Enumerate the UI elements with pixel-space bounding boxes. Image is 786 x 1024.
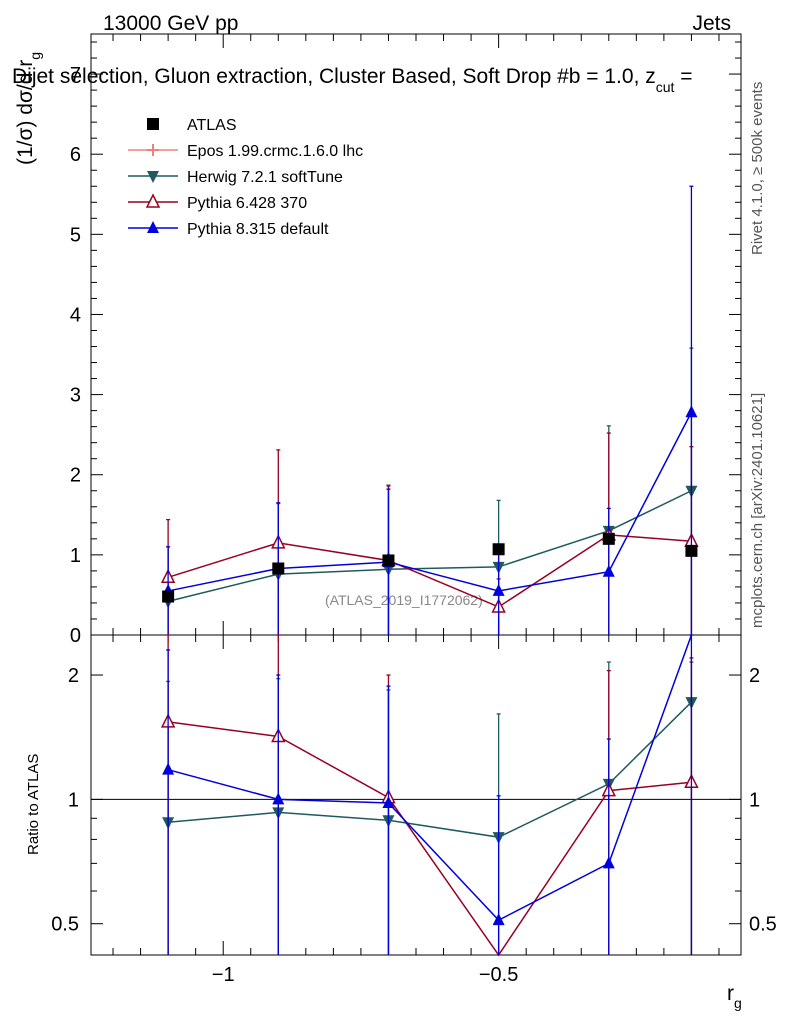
ratio-y-tick-label: 2 [68, 665, 79, 687]
main-y-tick-label: 5 [70, 224, 81, 246]
main-herwig-line [167, 490, 692, 603]
legend-label-atlas: ATLAS [187, 117, 237, 134]
ratio-pythia6-series [160, 634, 699, 957]
mcplots-label: mcplots.cern.ch [arXiv:2401.10621] [749, 393, 766, 628]
main-atlas-point [492, 543, 505, 556]
plot-title-sub: cut [656, 79, 675, 95]
main-y-axis-label-sub: g [27, 52, 43, 60]
x-axis-label: rg [727, 982, 742, 1011]
energy-label: 13000 GeV pp [103, 12, 238, 35]
ratio-pythia8-point [162, 762, 175, 775]
ratio-y-tick-label-right: 1 [749, 789, 760, 811]
ratio-pythia8-point [492, 913, 505, 926]
ratio-pythia8-point [382, 796, 395, 809]
process-label: Jets [692, 12, 731, 35]
x-tick-label: −1 [212, 964, 235, 986]
main-atlas-point [162, 590, 175, 603]
legend-marker-herwig [147, 171, 159, 183]
main-atlas-point [382, 554, 395, 567]
legend-label-herwig: Herwig 7.2.1 softTune [187, 169, 343, 186]
main-pythia6-line [167, 534, 692, 608]
main-y-tick-label: 6 [70, 144, 81, 166]
rivet-label: Rivet 4.1.0, ≥ 500k events [749, 82, 766, 255]
ratio-y-tick-label: 1 [68, 789, 79, 811]
main-atlas-point [272, 562, 285, 575]
main-y-tick-label: 0 [70, 625, 81, 647]
main-pythia8-point [492, 583, 505, 596]
main-y-tick-label: 2 [70, 465, 81, 487]
ratio-herwig-line [168, 701, 692, 838]
ratio-pythia8-point [272, 792, 285, 805]
ratio-pythia8-line [167, 634, 693, 922]
main-series [160, 185, 699, 635]
plot-title-tail: = [674, 65, 692, 88]
main-pythia8-line [167, 411, 693, 592]
main-atlas-point [685, 544, 698, 557]
legend-label-epos: Epos 1.99.crmc.1.6.0 lhc [187, 143, 363, 160]
plot-title: Dijet selection, Gluon extraction, Clust… [12, 65, 693, 95]
ratio-y-axis-label: Ratio to ATLAS [25, 754, 42, 855]
legend-marker-pythia6 [145, 193, 161, 208]
legend-marker-pythia8 [147, 221, 159, 233]
main-y-tick-label: 3 [70, 385, 81, 407]
ratio-y-tick-label: 0.5 [51, 914, 79, 936]
legend-marker-atlas [147, 118, 159, 130]
main-axis-ticks: 0 1 2 3 4 5 6 7 −1 −0.5 [70, 34, 741, 986]
main-y-tick-label: 4 [70, 304, 81, 326]
main-y-tick-label: 7 [70, 64, 81, 86]
main-y-tick-label: 1 [70, 545, 81, 567]
legend: ATLAS Epos 1.99.crmc.1.6.0 lhc Herwig 7.2.… [128, 117, 363, 238]
ratio-y-tick-label-right: 2 [749, 665, 760, 687]
x-axis-label-sub: g [734, 995, 742, 1011]
ratio-series [160, 634, 699, 957]
ratio-y-tick-label-right: 0.5 [749, 914, 777, 936]
main-atlas-point [602, 532, 615, 545]
legend-marker-epos [147, 144, 159, 156]
legend-label-pythia8: Pythia 8.315 default [187, 221, 329, 238]
main-atlas-series [162, 532, 698, 603]
main-pythia8-point [685, 405, 698, 418]
x-tick-label: −0.5 [479, 964, 518, 986]
ratio-pythia8-series [162, 634, 694, 955]
ratio-axis-ticks: 0.5 0.5 1 1 2 2 [51, 665, 777, 936]
main-y-axis-label: (1/σ) dσ/d rg [14, 52, 43, 165]
ratio-herwig-series [162, 661, 698, 955]
legend-label-pythia6: Pythia 6.428 370 [187, 195, 307, 212]
ratio-pythia8-point [602, 856, 615, 869]
main-pythia8-point [602, 564, 615, 577]
analysis-id: (ATLAS_2019_I1772062) [325, 592, 483, 608]
ratio-pythia6-line [168, 721, 692, 957]
ratio-plot-frame [90, 634, 742, 956]
